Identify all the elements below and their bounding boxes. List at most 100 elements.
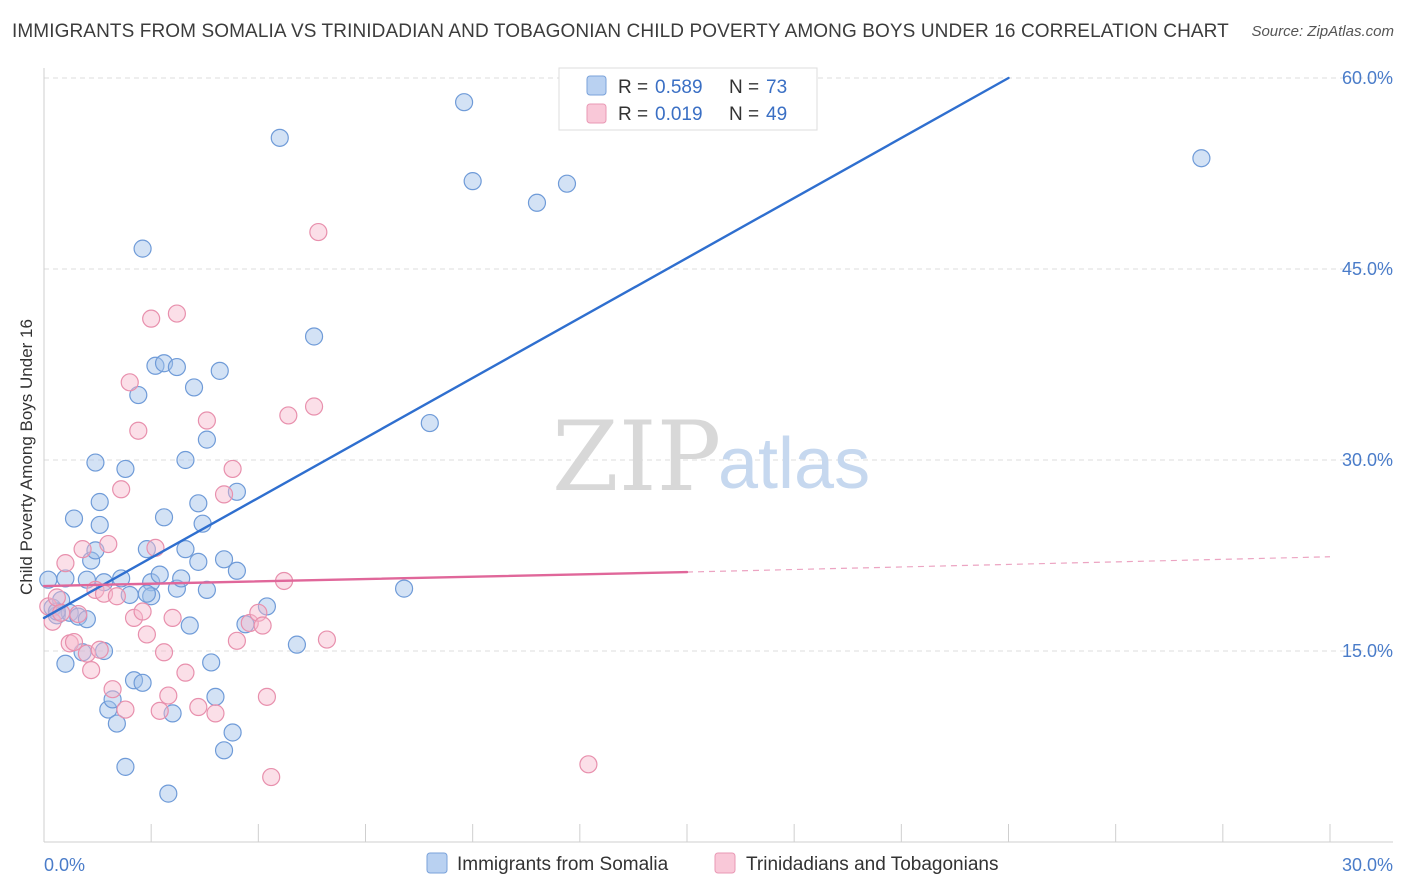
point-series1-25 bbox=[146, 538, 165, 557]
point-series1-7 bbox=[69, 604, 88, 624]
point-series0-35 bbox=[154, 508, 174, 527]
y-tick-label-15: 15.0% bbox=[1342, 641, 1393, 661]
point-series1-48 bbox=[579, 755, 598, 774]
point-series0-62 bbox=[394, 579, 414, 598]
point-series1-30 bbox=[167, 304, 186, 323]
point-series1-32 bbox=[189, 697, 208, 717]
point-series0-39 bbox=[167, 357, 186, 377]
point-series0-60 bbox=[287, 635, 307, 654]
trend-line-dashed-series1 bbox=[686, 556, 1331, 573]
point-series1-45 bbox=[304, 397, 324, 416]
watermark: ZIP atlas bbox=[552, 401, 870, 513]
point-series0-12 bbox=[86, 453, 105, 472]
point-series1-2 bbox=[47, 588, 66, 607]
y-axis-title: Child Poverty Among Boys Under 16 bbox=[17, 319, 36, 595]
point-series1-15 bbox=[103, 680, 122, 699]
point-series1-23 bbox=[137, 625, 156, 644]
legend-r-value-2: 0.019 bbox=[655, 104, 703, 125]
point-series0-66 bbox=[527, 193, 547, 212]
point-series1-6 bbox=[64, 632, 84, 652]
point-series0-70 bbox=[137, 584, 156, 603]
point-series1-16 bbox=[107, 587, 126, 606]
legend-n-label-2: N = bbox=[729, 104, 759, 125]
point-series1-22 bbox=[133, 602, 152, 621]
point-series1-37 bbox=[227, 631, 246, 650]
point-series1-42 bbox=[262, 767, 281, 787]
y-tick-label-30: 30.0% bbox=[1342, 450, 1393, 470]
legend-r-label-1: R = bbox=[618, 77, 648, 98]
point-series0-71 bbox=[77, 610, 96, 629]
point-series1-19 bbox=[120, 373, 139, 392]
legend-top: R = 0.589 N = 73 R = 0.019 N = 49 bbox=[558, 67, 818, 131]
point-series0-46 bbox=[189, 552, 208, 571]
point-series0-51 bbox=[210, 361, 229, 380]
point-series1-41 bbox=[257, 687, 277, 706]
legend-bottom: Immigrants from Somalia Trinidadians and… bbox=[426, 852, 998, 875]
legend-bottom-label-trinidad: Trinidadians and Tobagonians bbox=[746, 854, 998, 875]
point-series1-10 bbox=[82, 660, 101, 680]
point-series0-59 bbox=[270, 128, 289, 147]
point-series0-44 bbox=[184, 378, 204, 397]
legend-n-value-2: 49 bbox=[766, 104, 787, 125]
point-series0-7 bbox=[64, 509, 84, 528]
point-series1-26 bbox=[150, 701, 169, 720]
point-series0-64 bbox=[454, 93, 474, 112]
point-series0-26 bbox=[129, 385, 148, 405]
point-series1-31 bbox=[176, 663, 195, 682]
point-series1-47 bbox=[317, 630, 337, 649]
point-series0-22 bbox=[116, 757, 135, 776]
point-series0-55 bbox=[227, 561, 246, 580]
point-series1-46 bbox=[309, 222, 328, 242]
point-series1-4 bbox=[56, 554, 75, 573]
point-series1-21 bbox=[129, 421, 148, 440]
trend-lines bbox=[42, 76, 1331, 620]
point-series0-45 bbox=[189, 494, 208, 513]
legend-bottom-swatch-trinidad bbox=[714, 852, 736, 874]
point-series0-20 bbox=[107, 714, 126, 733]
x-ticks bbox=[43, 824, 1331, 842]
point-series1-14 bbox=[99, 534, 118, 554]
point-series0-72 bbox=[197, 580, 216, 599]
gridlines bbox=[43, 68, 1393, 842]
point-series0-61 bbox=[304, 327, 324, 346]
y-tick-label-60: 60.0% bbox=[1342, 68, 1393, 88]
watermark-atlas: atlas bbox=[718, 424, 870, 504]
point-series0-4 bbox=[56, 569, 75, 588]
legend-swatch-somalia bbox=[586, 75, 607, 96]
source-label: Source: ZipAtlas.com bbox=[1251, 23, 1394, 40]
point-series0-33 bbox=[150, 565, 169, 584]
chart-title: IMMIGRANTS FROM SOMALIA VS TRINIDADIAN A… bbox=[12, 21, 1229, 42]
point-series0-28 bbox=[133, 239, 152, 258]
point-series0-14 bbox=[90, 515, 109, 535]
trend-line-series0 bbox=[42, 76, 1010, 620]
point-series0-27 bbox=[133, 673, 152, 692]
point-series1-18 bbox=[116, 700, 135, 719]
legend-r-label-2: R = bbox=[618, 104, 648, 125]
point-series1-8 bbox=[73, 540, 92, 559]
point-series1-35 bbox=[214, 485, 234, 504]
point-series0-68 bbox=[1192, 149, 1211, 168]
point-series1-28 bbox=[159, 686, 178, 705]
point-series1-36 bbox=[223, 459, 242, 479]
point-series1-12 bbox=[90, 640, 109, 659]
point-series0-65 bbox=[463, 172, 482, 191]
point-series1-17 bbox=[112, 480, 131, 499]
point-series0-42 bbox=[176, 540, 195, 559]
point-series0-52 bbox=[214, 550, 234, 569]
legend-n-value-1: 73 bbox=[766, 77, 787, 98]
point-series1-44 bbox=[279, 406, 298, 425]
point-series1-24 bbox=[142, 309, 161, 328]
point-series0-49 bbox=[202, 653, 221, 672]
point-series0-36 bbox=[159, 784, 178, 803]
point-series0-23 bbox=[116, 459, 135, 479]
legend-r-value-1: 0.589 bbox=[655, 77, 703, 98]
legend-n-label-1: N = bbox=[729, 77, 759, 98]
point-series0-63 bbox=[420, 413, 439, 433]
point-series1-40 bbox=[253, 616, 272, 635]
point-series1-27 bbox=[154, 643, 174, 662]
point-series0-15 bbox=[90, 492, 109, 512]
legend-bottom-label-somalia: Immigrants from Somalia bbox=[457, 854, 669, 875]
point-series0-5 bbox=[56, 654, 75, 673]
y-tick-label-45: 45.0% bbox=[1342, 259, 1393, 279]
